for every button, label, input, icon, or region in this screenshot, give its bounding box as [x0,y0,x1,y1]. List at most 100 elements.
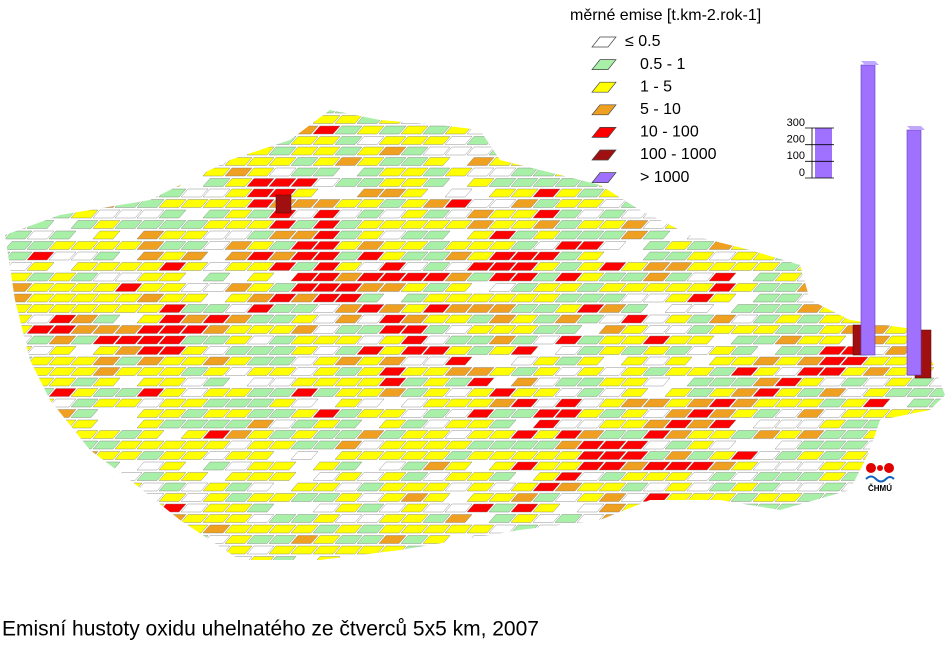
grid-cell [224,398,253,408]
grid-cell [444,167,473,177]
grid-cell [92,377,121,387]
grid-cell [356,472,385,481]
grid-cell [488,199,517,208]
column-top [861,61,879,65]
grid-cell [730,388,759,397]
grid-cell [136,293,165,303]
grid-cell [774,335,803,345]
grid-cell [48,346,77,355]
grid-cell [136,209,165,219]
grid-cell [312,314,341,324]
grid-cell [202,325,231,334]
grid-cell [246,251,275,261]
grid-cell [840,356,869,366]
grid-cell [532,325,561,334]
grid-cell [532,514,561,523]
grid-cell [356,524,385,534]
grid-cell [312,440,341,450]
grid-cell [5,545,33,555]
grid-cell [70,188,99,198]
grid-cell [70,199,99,208]
grid-cell [180,503,209,513]
grid-cell [576,220,605,229]
grid-cell [136,230,165,240]
grid-cell [400,482,429,492]
grid-cell [268,377,297,387]
grid-cell [290,251,319,261]
grid-cell [224,209,253,219]
grid-cell [48,545,77,555]
grid-cell [180,304,209,313]
logo-dot [884,463,894,473]
grid-cell [642,283,671,292]
grid-cell [466,272,495,282]
grid-cell [818,377,847,387]
grid-cell [48,367,77,376]
grid-cell [488,409,517,418]
grid-cell [576,188,605,198]
grid-cell [334,209,363,219]
grid-cell [5,503,11,513]
grid-cell [774,283,803,292]
grid-cell [70,146,99,156]
grid-cell [796,209,825,219]
grid-cell [114,440,143,450]
grid-cell [444,262,473,271]
grid-cell [114,115,143,124]
grid-cell [334,493,363,502]
grid-cell [444,335,473,345]
grid-cell [884,440,913,450]
grid-cell [642,262,671,271]
grid-cell [796,440,825,450]
grid-cell [356,125,385,135]
grid-cell [708,451,737,460]
grid-cell [422,419,451,429]
grid-cell [708,556,737,560]
grid-cell [928,356,945,366]
grid-cell [708,230,737,240]
grid-cell [48,136,77,145]
legend-swatch [591,149,617,161]
grid-cell [730,493,759,502]
grid-cell [774,556,803,560]
grid-cell [246,430,275,439]
grid-cell [246,440,275,450]
grid-cell [180,514,209,523]
grid-cell [202,398,231,408]
grid-cell [5,524,33,534]
grid-cell [576,472,605,481]
grid-cell [686,335,715,345]
grid-cell [620,514,649,523]
grid-cell [642,535,671,544]
grid-cell [5,472,11,481]
grid-cell [246,283,275,292]
grid-cell [180,419,209,429]
grid-cell [48,110,77,114]
grid-cell [444,356,473,366]
grid-cell [290,335,319,345]
grid-cell [180,314,209,324]
grid-cell [224,230,253,240]
grid-cell [620,545,649,555]
legend-swatch [591,81,617,93]
grid-cell [774,545,803,555]
grid-cell [488,482,517,492]
grid-cell [158,272,187,282]
grid-cell [576,535,605,544]
grid-cell [334,356,363,366]
grid-cell [26,209,55,219]
grid-cell [114,524,143,534]
grid-cell [796,325,825,334]
grid-cell [246,377,275,387]
grid-cell [334,125,363,135]
grid-cell [92,304,121,313]
grid-cell [752,167,781,177]
column [860,64,876,356]
grid-cell [752,272,781,282]
grid-cell [26,514,55,523]
grid-cell [246,220,275,229]
grid-cell [378,178,407,187]
grid-cell [928,241,945,250]
grid-cell [224,304,253,313]
grid-cell [246,262,275,271]
